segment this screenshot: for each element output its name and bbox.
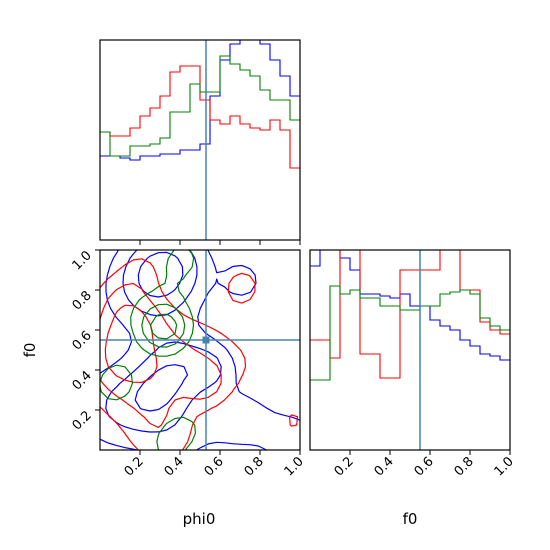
contour-xtick-label: 0.6 xyxy=(202,454,227,479)
contour-xtick-label: 0.8 xyxy=(242,454,267,479)
hist-series-0 xyxy=(100,39,300,161)
hist-series-0 xyxy=(310,249,510,361)
hist-f0-xtick-label: 1.0 xyxy=(492,454,517,479)
truth-marker xyxy=(202,336,210,344)
ylabel-f0: f0 xyxy=(21,343,39,358)
hist-f0-xtick-label: 0.2 xyxy=(332,454,357,479)
panel-frame xyxy=(99,39,301,241)
panel-frame xyxy=(99,249,301,451)
contour-xtick-label: 0.4 xyxy=(162,454,187,479)
xlabel-f0: f0 xyxy=(403,510,418,528)
xlabel-phi0: phi0 xyxy=(183,510,216,528)
hist-series-1 xyxy=(100,65,300,169)
contour-ytick-label: 0.2 xyxy=(70,408,95,433)
contour-series-2 xyxy=(99,249,196,451)
contour-ytick-label: 1.0 xyxy=(70,248,95,273)
panel-hist-phi0 xyxy=(99,39,301,245)
contour-series-0 xyxy=(99,249,301,451)
hist-f0-xtick-label: 0.8 xyxy=(452,454,477,479)
panel-contour-phi0-f0: 0.2 0.4 0.6 0.8 1.0 0.2 0.4 0.6 0.8 1.0 xyxy=(70,248,307,479)
panel-frame xyxy=(309,249,511,451)
contour-ytick-label: 0.6 xyxy=(70,328,95,353)
hist-f0-xtick-label: 0.6 xyxy=(412,454,437,479)
contour-xtick-label: 1.0 xyxy=(282,454,307,479)
hist-f0-xtick-label: 0.4 xyxy=(372,454,397,479)
hist-series-2 xyxy=(100,55,300,157)
contour-series-1 xyxy=(99,258,299,451)
contour-ytick-label: 0.4 xyxy=(70,368,95,393)
panel-hist-f0: 0.2 0.4 0.6 0.8 1.0 xyxy=(309,249,517,479)
contour-ytick-label: 0.8 xyxy=(70,288,95,313)
contour-xtick-label: 0.2 xyxy=(122,454,147,479)
